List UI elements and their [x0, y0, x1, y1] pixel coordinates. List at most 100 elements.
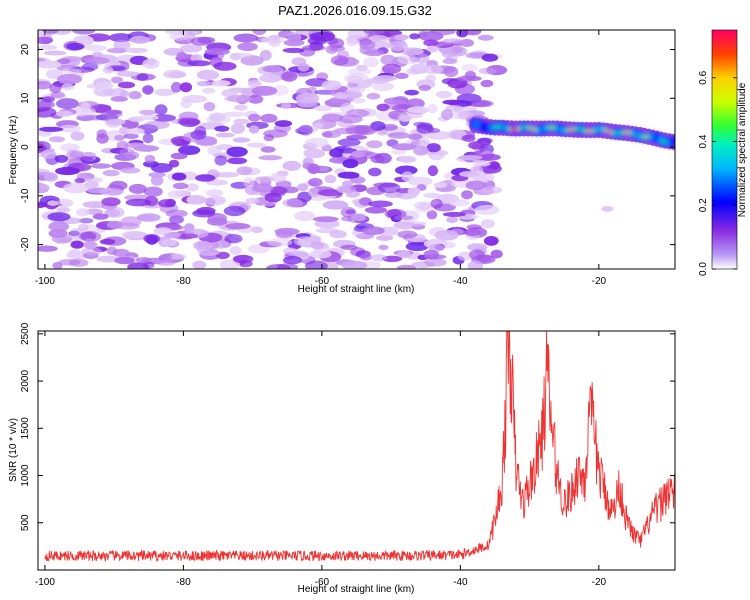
- heatmap-noise-cell: [180, 44, 203, 53]
- heatmap-noise-cell: [219, 259, 241, 269]
- heatmap-noise-cell: [351, 150, 366, 158]
- heatmap-noise-cell: [407, 187, 421, 196]
- heatmap-noise-cell: [274, 120, 293, 127]
- heatmap-noise-cell: [190, 36, 212, 46]
- heatmap-noise-cell: [119, 147, 135, 156]
- heatmap-noise-cell: [76, 35, 94, 46]
- heatmap-noise-cell: [423, 39, 439, 47]
- heatmap-noise-cell: [370, 154, 385, 164]
- heatmap-noise-cell: [363, 57, 379, 68]
- heatmap-noise-cell: [393, 34, 409, 41]
- heatmap-noise-cell: [427, 103, 438, 114]
- heatmap-noise-cell: [404, 89, 420, 96]
- heatmap-noise-cell: [416, 124, 434, 134]
- heatmap-noise-cell: [282, 160, 301, 171]
- heatmap-noise-cell: [415, 204, 434, 213]
- heatmap-noise-cell: [283, 39, 305, 47]
- heatmap-noise-cell: [142, 85, 154, 95]
- heatmap-noise-cell: [51, 234, 73, 244]
- heatmap-noise-cell: [375, 235, 394, 241]
- heatmap-noise-cell: [207, 145, 222, 156]
- heatmap-noise-cell: [373, 182, 398, 188]
- heatmap-noise-cell: [295, 92, 320, 104]
- heatmap-noise-cell: [309, 31, 336, 42]
- heatmap-noise-cell: [38, 60, 62, 69]
- heatmap-noise-cell: [322, 200, 349, 210]
- heatmap-noise-cell: [474, 204, 500, 215]
- heatmap-noise-cell: [467, 260, 483, 269]
- heatmap-noise-cell: [75, 208, 90, 217]
- heatmap-noise-cell: [178, 145, 201, 155]
- heatmap-xtick-label: -80: [176, 276, 191, 287]
- heatmap-noise-cell: [302, 44, 326, 52]
- heatmap-noise-cell: [372, 82, 395, 92]
- heatmap-ytick-label: 20: [20, 44, 31, 56]
- heatmap-xtick-label: -20: [592, 276, 607, 287]
- heatmap-noise-cell: [144, 120, 170, 129]
- heatmap-noise-cell: [463, 229, 482, 236]
- heatmap-noise-cell: [232, 137, 251, 143]
- heatmap-noise-cell: [121, 231, 146, 239]
- snr-panel: -100 -80 -60 -40 -20 500 1000 1500 2000 2500 Heig…: [8, 322, 676, 595]
- heatmap-noise-cell: [154, 104, 168, 115]
- heatmap-noise-cell: [66, 251, 89, 260]
- heatmap-noise-cell: [367, 200, 393, 208]
- heatmap-noise-cell: [442, 211, 467, 217]
- heatmap-noise-cell: [370, 254, 388, 262]
- snr-xtick-label: -80: [176, 577, 191, 588]
- heatmap-noise-cell: [229, 246, 242, 255]
- snr-xtick-label: -60: [315, 577, 330, 588]
- heatmap-noise-cell: [457, 251, 473, 261]
- heatmap-noise-cell: [297, 63, 310, 72]
- heatmap-noise-cell: [464, 30, 482, 36]
- heatmap-noise-cell: [251, 85, 278, 96]
- heatmap-noise-cell: [340, 244, 358, 250]
- heatmap-noise-cell: [61, 83, 74, 91]
- heatmap-noise-cell: [380, 54, 397, 65]
- heatmap-noise-cell: [321, 80, 342, 91]
- heatmap-noise-cell: [368, 167, 382, 177]
- heatmap-noise-cell: [308, 177, 323, 187]
- heatmap-noise-cell: [443, 66, 459, 78]
- heatmap-noise-cell: [227, 157, 248, 165]
- heatmap-noise-cell: [481, 186, 503, 194]
- heatmap-noise-cell: [114, 134, 125, 141]
- heatmap-noise-cell: [205, 195, 227, 206]
- heatmap-noise-cell: [458, 155, 483, 161]
- heatmap-noise-cell: [79, 218, 94, 224]
- heatmap-noise-cell: [193, 240, 213, 251]
- snr-series-line: [44, 331, 675, 563]
- heatmap-noise-cell: [80, 101, 91, 113]
- heatmap-noise-cell: [397, 250, 412, 258]
- heatmap-noise-cell: [454, 83, 475, 95]
- heatmap-noise-cell: [376, 103, 390, 112]
- heatmap-noise-cell: [142, 133, 154, 144]
- heatmap-noise-cell: [359, 253, 372, 261]
- heatmap-noise-cell: [129, 35, 151, 44]
- heatmap-noise-cell: [38, 81, 52, 90]
- heatmap-noise-cell: [213, 61, 237, 71]
- heatmap-noise-cell: [114, 256, 135, 265]
- heatmap-ytick-label: 0: [20, 144, 31, 150]
- heatmap-noise-cell: [337, 138, 361, 147]
- heatmap-noise-cell: [345, 190, 360, 198]
- heatmap-noise-cell: [465, 180, 487, 191]
- colorbar-label: Normalized spectral amplitude: [737, 82, 748, 217]
- snr-background: [38, 331, 675, 570]
- heatmap-noise-cell: [266, 264, 291, 269]
- heatmap-noise-cell: [240, 55, 264, 66]
- heatmap-noise-cell: [337, 171, 360, 179]
- heatmap-noise-cell: [196, 80, 211, 87]
- heatmap-noise-cell: [139, 109, 157, 116]
- heatmap-noise-cell: [233, 118, 250, 125]
- heatmap-noise-cell: [387, 132, 411, 139]
- heatmap-noise-cell: [349, 86, 366, 94]
- heatmap-noise-cell: [118, 126, 130, 135]
- snr-ytick-label: 2500: [20, 322, 31, 345]
- heatmap-noise-cell: [56, 198, 74, 208]
- heatmap-noise-cell: [84, 44, 107, 52]
- heatmap-noise-cell: [252, 30, 267, 36]
- heatmap-noise-cell: [324, 174, 337, 184]
- heatmap-noise-cell: [459, 38, 474, 48]
- heatmap-noise-cell: [185, 183, 199, 192]
